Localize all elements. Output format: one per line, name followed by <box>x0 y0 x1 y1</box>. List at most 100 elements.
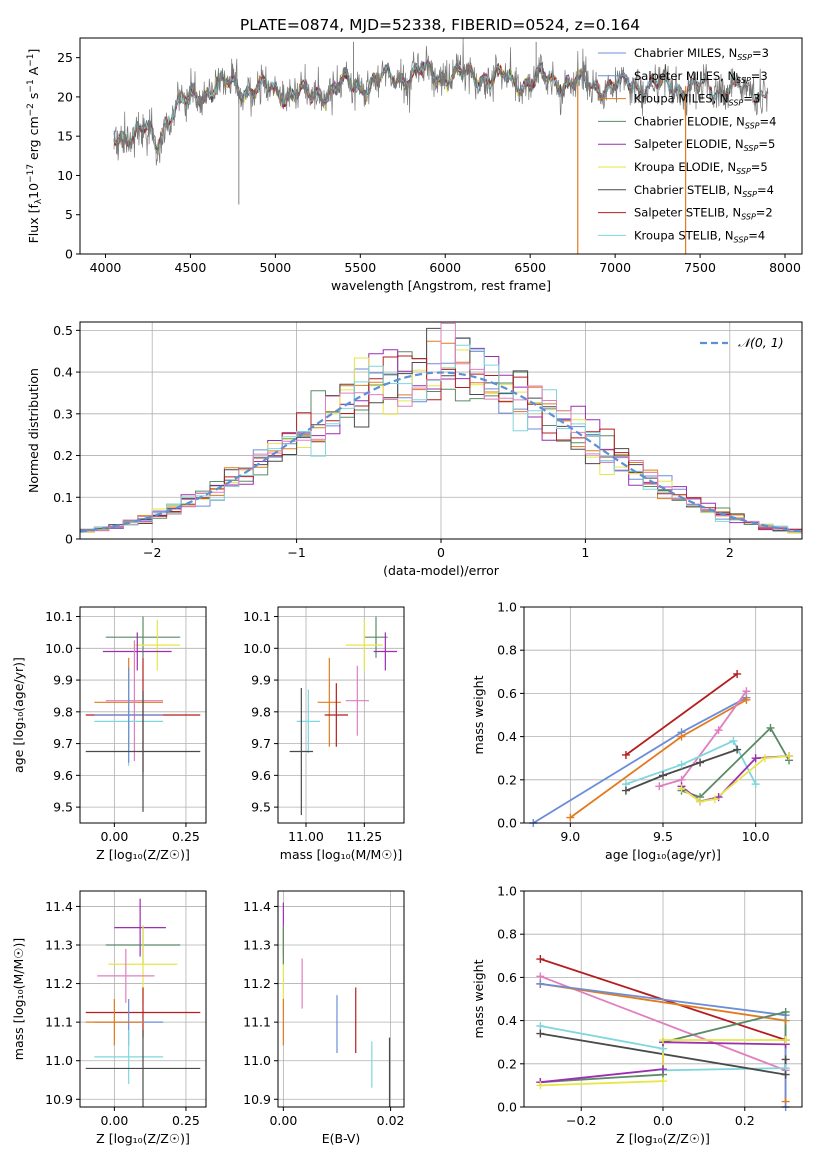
weight-marker <box>751 754 760 763</box>
weight-marker <box>621 750 630 759</box>
legend-label: Salpeter ELODIE, NSSP=5 <box>634 137 775 153</box>
y-tick-label: 0.2 <box>53 448 73 463</box>
figure-title: PLATE=0874, MJD=52338, FIBERID=0524, z=0… <box>240 16 640 34</box>
weight-marker <box>742 695 751 704</box>
y-tick-label: 0.4 <box>497 1013 517 1028</box>
y-tick-label: 20 <box>57 89 73 104</box>
x-tick-label: 5500 <box>344 260 376 275</box>
y-tick-label: 11.0 <box>45 1053 73 1068</box>
y-tick-label: 11.4 <box>243 899 271 914</box>
y-tick-label: 9.6 <box>53 768 73 783</box>
y-tick-label: 10.0 <box>45 641 73 656</box>
gaussian-legend-label: 𝒩(0, 1) <box>738 335 784 350</box>
x-axis-label: (data-model)/error <box>383 563 500 578</box>
plot-area-mass-vs-ebv <box>282 902 391 1107</box>
x-tick-label: 0.00 <box>100 829 128 844</box>
y-tick-label: 10 <box>57 168 73 183</box>
axes-age-vs-mass: 11.00 11.25 9.5 9.6 9.7 9.8 9.9 10.0 10.1 mass [l… <box>243 606 405 862</box>
y-tick-label: 10.1 <box>45 609 73 624</box>
y-tick-label: 25 <box>57 50 73 65</box>
spectrum-data-line <box>113 38 769 166</box>
y-tick-label: 10.1 <box>243 609 271 624</box>
axes-frame <box>79 890 207 1108</box>
axes-frame <box>523 606 803 824</box>
x-tick-label: 4000 <box>90 260 122 275</box>
legend-label: Chabrier ELODIE, NSSP=4 <box>634 114 776 130</box>
axes-frame <box>523 890 803 1108</box>
y-tick-label: 0.5 <box>53 323 73 338</box>
weight-line-kroupa-stelib <box>625 739 757 785</box>
weight-marker <box>659 771 667 780</box>
y-tick-label: 9.9 <box>251 673 271 688</box>
y-axis-label: Normed distribution <box>26 368 41 493</box>
weight-marker <box>677 760 686 769</box>
y-tick-label: 10.9 <box>243 1092 271 1107</box>
x-tick-label: 11.25 <box>346 829 382 844</box>
x-tick-label: 6500 <box>514 260 546 275</box>
y-tick-label: 0.8 <box>497 927 517 942</box>
weight-line-chabrier-stelib <box>625 748 738 792</box>
y-tick-label: 9.6 <box>251 768 271 783</box>
y-tick-label: 0.0 <box>497 1100 517 1115</box>
x-axis-label: Z [log₁₀(Z/Z☉)] <box>616 1131 710 1146</box>
weight-marker <box>536 1029 545 1038</box>
weight-marker <box>766 723 775 732</box>
axes-age-vs-z: 0.00 0.25 9.5 9.6 9.7 9.8 9.9 10.0 10.1 Z [log₁₀(… <box>11 606 207 862</box>
y-tick-label: 15 <box>57 129 73 144</box>
axes-weight-vs-age: 9.0 9.5 10.0 0.0 0.2 0.4 0.6 0.8 1.0 age [log₁₀(a… <box>471 600 803 862</box>
x-tick-label: 5000 <box>259 260 291 275</box>
y-tick-label: 11.3 <box>243 938 271 953</box>
axes-frame <box>277 606 405 824</box>
spectrum-legend: Chabrier MILES, NSSP=3 Salpeter MILES, NS… <box>598 46 776 244</box>
y-tick-label: 0.6 <box>497 970 517 985</box>
y-tick-label: 0.8 <box>497 643 517 658</box>
weight-marker <box>714 726 723 735</box>
y-tick-label: 11.2 <box>243 976 271 991</box>
weight-marker <box>733 745 742 754</box>
weight-line-pink <box>659 690 748 788</box>
legend-label: Salpeter STELIB, NSSP=2 <box>634 206 773 222</box>
weight-line-kroupa-elodie <box>540 1039 786 1087</box>
weight-marker <box>785 752 794 761</box>
y-axis-label: Flux [fλ10−17 erg cm−2 s−1 A−1] <box>26 49 44 244</box>
x-tick-label: 0.00 <box>269 1113 297 1128</box>
plot-area-age-vs-mass <box>289 616 397 816</box>
x-tick-label: −1 <box>287 545 305 560</box>
weight-line-pink <box>540 975 786 1072</box>
y-tick-label: 10.9 <box>45 1092 73 1107</box>
y-axis-label: age [log₁₀(age/yr)] <box>11 657 26 773</box>
y-tick-label: 0.3 <box>53 406 73 421</box>
axes-spectrum: 4000 4500 5000 5500 6000 6500 7000 7500 8000 0 5 10… <box>26 37 803 293</box>
x-tick-label: 9.0 <box>560 829 580 844</box>
weight-marker <box>729 736 738 745</box>
y-tick-label: 9.7 <box>251 736 271 751</box>
x-tick-label: 0 <box>437 545 445 560</box>
weight-marker <box>781 1036 790 1045</box>
weight-line-chabrier-miles <box>532 696 747 823</box>
x-tick-label: 1 <box>581 545 589 560</box>
y-tick-label: 0.0 <box>497 816 517 831</box>
y-tick-label: 0.1 <box>53 490 73 505</box>
x-tick-label: 11.00 <box>288 829 324 844</box>
weight-marker <box>659 1036 667 1045</box>
legend-label: Kroupa ELODIE, NSSP=5 <box>634 160 768 176</box>
x-tick-label: 7000 <box>599 260 631 275</box>
y-tick-label: 9.5 <box>53 800 73 815</box>
axes-mass-vs-ebv: 0.00 0.02 10.9 11.0 11.1 11.2 11.3 11.4 E(B-V) <box>243 890 405 1146</box>
weight-marker <box>677 732 686 741</box>
y-tick-label: 11.1 <box>243 1015 271 1030</box>
weight-marker <box>536 1022 545 1030</box>
weight-marker <box>536 979 545 988</box>
y-axis-label: mass weight <box>471 675 486 754</box>
weight-marker <box>760 754 769 763</box>
plot-area-mass-vs-z <box>85 898 201 1107</box>
weight-marker <box>781 1055 790 1064</box>
x-tick-label: 4500 <box>175 260 207 275</box>
y-tick-label: 0.6 <box>497 686 517 701</box>
y-tick-label: 9.8 <box>251 704 271 719</box>
x-axis-label: age [log₁₀(age/yr)] <box>605 847 721 862</box>
y-tick-label: 9.5 <box>251 800 271 815</box>
x-tick-label: −2 <box>143 545 161 560</box>
x-tick-label: 7500 <box>684 260 716 275</box>
